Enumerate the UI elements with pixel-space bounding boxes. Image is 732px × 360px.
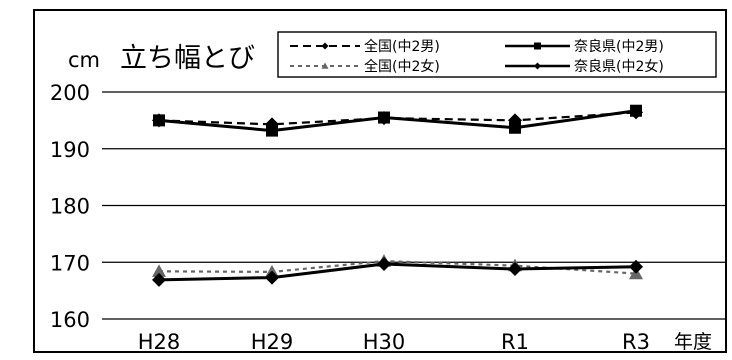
x-tick-label: R1 [501,330,529,354]
data-point [153,114,165,127]
x-tick-labels: H28 H29 H30 R1 R3 [138,330,650,354]
x-tick-label: H30 [363,330,406,354]
data-point [321,42,329,50]
y-tick-label: 200 [50,81,90,105]
data-point [152,264,166,277]
x-axis-unit: 年度 [674,331,712,353]
y-tick-label: 190 [50,138,90,162]
data-point [629,259,643,274]
series-layer [152,104,643,287]
data-point [534,62,541,70]
y-tick-labels: 160 170 180 190 200 [50,81,90,332]
x-tick-label: R3 [622,330,650,354]
legend-label: 奈良県(中2男) [574,39,664,55]
y-tick-label: 160 [50,308,90,332]
data-point [321,62,329,69]
data-point [152,272,166,287]
data-point [508,262,522,277]
data-point [377,256,391,271]
series-奈良県(中2男) [153,104,642,137]
data-point [266,124,278,137]
legend: 全国(中2男) 奈良県(中2男) 全国(中2女) 奈良県(中2女) [277,31,717,78]
y-axis-unit: cm [68,48,100,72]
data-point [534,42,541,50]
chart-title: 立ち幅とび [120,43,255,74]
legend-label: 奈良県(中2女) [574,58,664,75]
x-tick-label: H29 [251,330,294,354]
series-奈良県(中2女) [152,256,643,287]
data-point [378,111,390,124]
data-point [509,121,521,134]
y-tick-label: 170 [50,251,90,275]
legend-box [277,31,717,78]
legend-label: 全国(中2男) [364,38,440,55]
data-point [265,270,279,285]
x-tick-label: H28 [138,330,181,354]
data-point [630,104,642,117]
legend-label: 全国(中2女) [364,58,440,75]
y-tick-label: 180 [50,195,90,219]
gridlines [102,91,726,320]
